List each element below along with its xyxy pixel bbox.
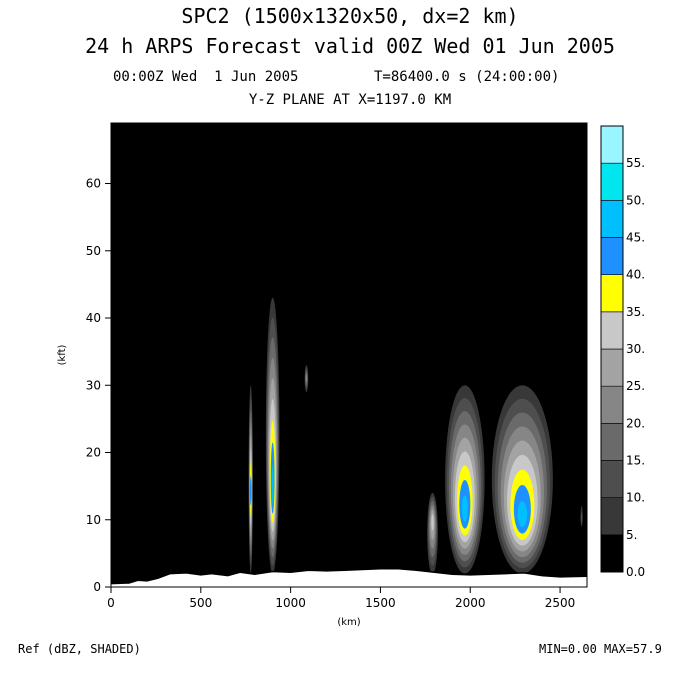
colorbar-segment (600, 125, 624, 164)
x-tick-label: 1500 (365, 596, 396, 610)
x-tick-label: 2000 (455, 596, 486, 610)
echo-contour (461, 495, 468, 522)
echo-anvil-1090km (304, 365, 309, 392)
x-tick-label: 1000 (275, 596, 306, 610)
colorbar-segment (600, 460, 624, 498)
echo-cell-1800km (427, 492, 438, 574)
valid-time-label: 00:00Z Wed 1 Jun 2005 (113, 69, 299, 85)
echo-cell-900km (265, 297, 280, 574)
colorbar-segment (600, 497, 624, 536)
x-tick-label: 500 (189, 596, 212, 610)
colorbar-segment (600, 162, 624, 201)
colorbar-label: 15. (626, 454, 645, 468)
y-tick-label: 30 (86, 378, 101, 392)
y-tick-label: 60 (86, 177, 101, 191)
colorbar-label: 10. (626, 491, 645, 505)
y-tick-label: 20 (86, 446, 101, 460)
y-tick-label: 40 (86, 311, 101, 325)
colorbar-segment (600, 274, 624, 313)
colorbar-frame (600, 125, 624, 573)
colorbar-label: 25. (626, 379, 645, 393)
colorbar-label: 30. (626, 342, 645, 356)
echo-contour (580, 512, 583, 524)
colorbar-label: 5. (626, 528, 637, 542)
colorbar-segment (600, 423, 624, 461)
echo-contour (271, 465, 274, 505)
plane-label: Y-Z PLANE AT X=1197.0 KM (248, 92, 452, 108)
colorbar-label: 50. (626, 193, 645, 207)
x-axis-label: (km) (337, 617, 360, 628)
field-label: Ref (dBZ, SHADED) (18, 642, 141, 656)
echo-contour (249, 476, 252, 506)
chart-title-line2: 24 h ARPS Forecast valid 00Z Wed 01 Jun … (85, 34, 615, 58)
colorbar-segment (600, 200, 624, 238)
echo-spot-2620km (580, 506, 583, 527)
echo-cell-1980km (445, 385, 485, 574)
y-axis-label: (kft) (57, 344, 68, 365)
echo-contour (305, 374, 308, 383)
y-tick-label: 10 (86, 513, 101, 527)
minmax-label: MIN=0.00 MAX=57.9 (539, 642, 662, 656)
colorbar-label: 55. (626, 156, 645, 170)
colorbar-segment (600, 534, 624, 573)
echo-cell-2300km (491, 385, 553, 574)
y-tick-label: 50 (86, 244, 101, 258)
echo-contour (431, 514, 434, 531)
colorbar-segment (600, 237, 624, 275)
x-tick-label: 2500 (545, 596, 576, 610)
colorbar-label: 35. (626, 305, 645, 319)
colorbar-label: 45. (626, 231, 645, 245)
echo-contour (517, 501, 528, 528)
terrain-fill (111, 568, 587, 587)
y-tick-label: 0 (93, 580, 101, 594)
colorbar-segment (600, 385, 624, 424)
colorbar-segment (600, 311, 624, 350)
colorbar-label: 40. (626, 268, 645, 282)
colorbar-label: 20. (626, 416, 645, 430)
x-tick-label: 0 (107, 596, 115, 610)
model-time-label: T=86400.0 s (24:00:00) (374, 69, 560, 85)
colorbar-segment (600, 348, 624, 387)
plot-frame (110, 122, 588, 588)
echo-cell-780km (248, 385, 253, 574)
colorbar-label: 0.0 (626, 565, 645, 579)
chart-title-line1: SPC2 (1500x1320x50, dx=2 km) (181, 4, 519, 28)
terrain-line (111, 568, 587, 585)
